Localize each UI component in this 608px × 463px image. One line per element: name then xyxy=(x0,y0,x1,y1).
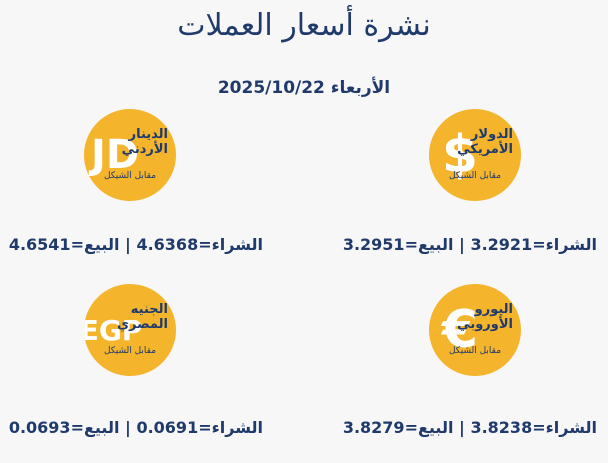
name-line: الدينار xyxy=(128,127,168,142)
sell-value: 3.8279 xyxy=(342,418,405,437)
title: نشرة أسعار العملات xyxy=(177,8,431,43)
name-line: اليورو xyxy=(474,302,513,317)
sell-label: البيع= xyxy=(404,235,454,254)
rate-line: الشراء=3.8238 | البيع=3.8279 xyxy=(343,418,597,437)
against-label: مقابل الشيكل xyxy=(448,171,502,181)
buy-value: 0.0691 xyxy=(136,418,199,437)
currency-icon: $ الدولار الأمريكي مقابل الشيكل xyxy=(429,109,521,201)
sell-label: البيع= xyxy=(404,418,454,437)
separator: | xyxy=(125,235,131,254)
rate-line: الشراء=4.6368 | البيع=4.6541 xyxy=(9,235,263,254)
name-line: الدولار xyxy=(470,127,513,142)
currency-name: الدولار الأمريكي xyxy=(457,127,513,157)
name-line: الجنيه xyxy=(130,302,168,317)
buy-value: 3.8238 xyxy=(470,418,533,437)
separator: | xyxy=(459,418,465,437)
buy-value: 3.2921 xyxy=(470,235,533,254)
buy-value: 4.6368 xyxy=(136,235,199,254)
sell-value: 0.0693 xyxy=(8,418,71,437)
buy-label: الشراء= xyxy=(198,235,263,254)
separator: | xyxy=(125,418,131,437)
rate-line: الشراء=0.0691 | البيع=0.0693 xyxy=(9,418,263,437)
buy-label: الشراء= xyxy=(532,418,597,437)
buy-label: الشراء= xyxy=(532,235,597,254)
name-line: الأمريكي xyxy=(457,142,513,157)
sell-label: البيع= xyxy=(70,418,120,437)
name-line: الأوروبي xyxy=(457,317,513,332)
sell-label: البيع= xyxy=(70,235,120,254)
currency-icon: EGP الجنيه المصري مقابل الشيكل xyxy=(84,284,176,376)
sell-value: 4.6541 xyxy=(8,235,71,254)
against-label: مقابل الشيكل xyxy=(103,171,157,181)
currency-symbol: € xyxy=(441,300,479,360)
currency-symbol: JD xyxy=(90,132,140,178)
rate-line: الشراء=3.2921 | البيع=3.2951 xyxy=(343,235,597,254)
currency-icon: € اليورو الأوروبي مقابل الشيكل xyxy=(429,284,521,376)
name-line: الأردني xyxy=(121,142,168,157)
against-label: مقابل الشيكل xyxy=(448,346,502,356)
name-line: المصري xyxy=(117,317,168,332)
separator: | xyxy=(459,235,465,254)
currency-symbol: $ xyxy=(441,125,479,185)
against-label: مقابل الشيكل xyxy=(103,346,157,356)
date: الأربعاء 2025/10/22 xyxy=(217,78,391,98)
currency-name: الدينار الأردني xyxy=(122,127,168,157)
sell-value: 3.2951 xyxy=(342,235,405,254)
currency-name: الجنيه المصري xyxy=(117,302,168,332)
currency-name: اليورو الأوروبي xyxy=(457,302,513,332)
currency-symbol: EGP xyxy=(84,313,143,347)
buy-label: الشراء= xyxy=(198,418,263,437)
currency-icon: JD الدينار الأردني مقابل الشيكل xyxy=(84,109,176,201)
